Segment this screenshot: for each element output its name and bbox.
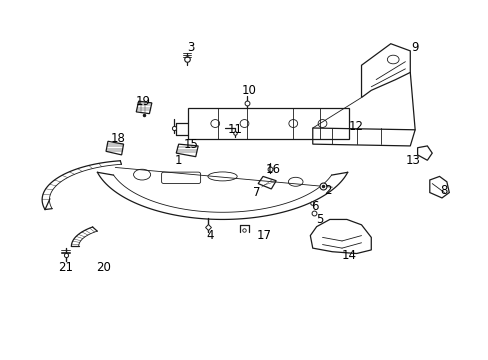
- Text: 6: 6: [311, 201, 318, 213]
- Text: 5: 5: [316, 213, 323, 226]
- Text: 19: 19: [136, 95, 151, 108]
- Text: 7: 7: [252, 186, 260, 199]
- Text: 15: 15: [183, 138, 198, 150]
- Text: 9: 9: [410, 41, 418, 54]
- Text: 11: 11: [227, 123, 242, 136]
- Text: 4: 4: [206, 229, 214, 242]
- Text: 16: 16: [264, 163, 280, 176]
- Text: 14: 14: [341, 249, 356, 262]
- Text: 8: 8: [440, 184, 447, 197]
- Text: 12: 12: [348, 120, 364, 133]
- Text: 10: 10: [242, 84, 256, 97]
- Text: 18: 18: [110, 132, 125, 145]
- Text: 1: 1: [175, 154, 182, 167]
- Text: 20: 20: [96, 261, 110, 274]
- Text: 2: 2: [323, 184, 330, 197]
- Text: 17: 17: [256, 229, 271, 242]
- Text: 21: 21: [58, 261, 73, 274]
- Text: 13: 13: [405, 154, 419, 167]
- Text: 3: 3: [187, 41, 194, 54]
